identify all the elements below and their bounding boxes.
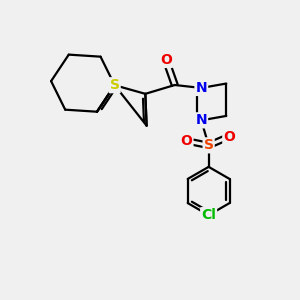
Text: O: O [160,53,172,67]
Text: N: N [196,81,207,95]
Text: O: O [223,130,235,143]
Text: S: S [204,138,214,152]
Text: N: N [196,113,207,127]
Text: O: O [181,134,193,148]
Text: S: S [110,78,120,92]
Text: Cl: Cl [201,208,216,222]
